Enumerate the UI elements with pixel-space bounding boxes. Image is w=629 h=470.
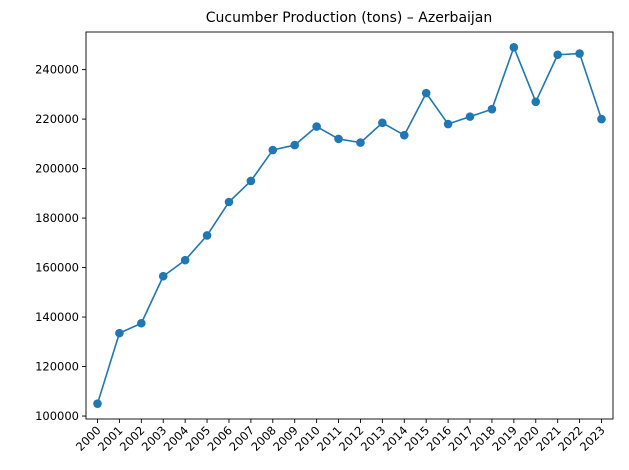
y-tick-label: 220000: [35, 112, 79, 126]
data-point: [509, 43, 519, 52]
data-point: [553, 50, 562, 60]
y-tick-label: 120000: [35, 360, 79, 374]
series-line: [96, 46, 603, 404]
x-tick-label: 2023: [577, 423, 608, 454]
data-point: [180, 255, 190, 265]
y-tick-label: 180000: [35, 211, 79, 225]
y-tick-label: 140000: [35, 310, 79, 324]
series-layer: [93, 43, 606, 408]
y-axis: 100000 120000 140000 160000 180000 200000 2200…: [35, 63, 86, 423]
data-point: [93, 399, 102, 408]
y-tick-label: 240000: [35, 63, 79, 77]
data-point: [268, 145, 278, 155]
data-point: [246, 176, 256, 186]
data-point: [356, 138, 365, 147]
data-point: [115, 328, 124, 338]
data-point: [465, 112, 475, 121]
data-point: [378, 118, 387, 128]
data-point: [421, 88, 431, 98]
data-point: [399, 130, 409, 140]
y-tick-label: 200000: [35, 162, 79, 176]
plot-area-frame: [85, 31, 614, 420]
y-tick-label: 100000: [35, 409, 79, 423]
data-point: [443, 119, 453, 129]
data-point: [202, 231, 212, 240]
data-point: [312, 122, 321, 131]
data-point: [224, 197, 234, 207]
data-point: [334, 134, 343, 144]
data-point: [597, 114, 606, 124]
x-axis: 2000200120022003200420052006200720082009…: [73, 419, 608, 454]
data-point: [575, 49, 584, 58]
chart-title: Cucumber Production (tons) – Azerbaijan: [206, 10, 493, 26]
y-tick-label: 160000: [35, 261, 79, 275]
data-point: [290, 140, 300, 150]
data-point: [487, 104, 497, 114]
data-point: [158, 271, 168, 281]
data-point: [531, 97, 541, 107]
data-point: [137, 318, 146, 328]
